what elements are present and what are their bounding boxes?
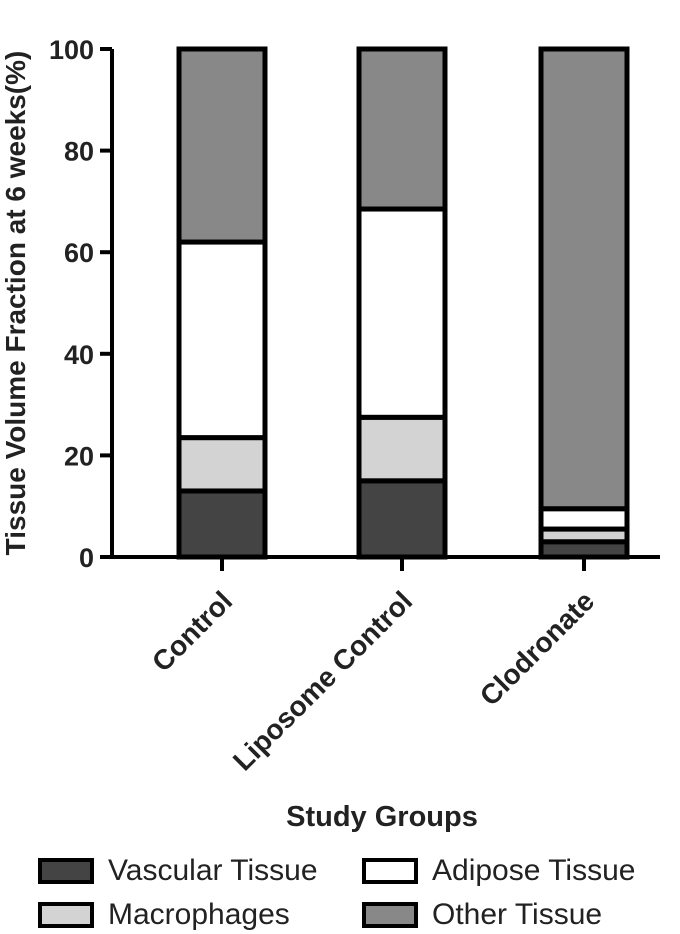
y-tick-label-40: 40 (64, 340, 94, 370)
y-tick-label-100: 100 (49, 35, 94, 65)
legend-swatch-vascular-tissue (38, 858, 94, 884)
legend-item-other-tissue: Other Tissue (362, 898, 602, 932)
bar-segment-control-other-tissue (176, 46, 268, 245)
legend-label-vascular-tissue: Vascular Tissue (108, 854, 318, 887)
y-tick-label-60: 60 (64, 238, 94, 268)
y-axis-label: Tissue Volume Fraction at 6 weeks(%) (0, 51, 31, 556)
bar-segment-control-macrophages (176, 435, 268, 494)
legend-label-adipose-tissue: Adipose Tissue (432, 854, 636, 887)
bar-segment-liposome-control-other-tissue (356, 46, 448, 212)
y-tick-label-20: 20 (64, 441, 94, 471)
x-tick-label-control: Control (146, 585, 238, 677)
bars-layer (176, 46, 630, 560)
legend-swatch-other-tissue (362, 902, 418, 928)
legend-item-vascular-tissue: Vascular Tissue (38, 854, 318, 888)
bar-segment-clodronate-adipose-tissue (538, 506, 630, 532)
bar-segment-clodronate-other-tissue (538, 46, 630, 512)
legend-label-other-tissue: Other Tissue (432, 898, 603, 931)
x-axis-label: Study Groups (286, 801, 478, 833)
y-tick-label-80: 80 (64, 137, 94, 167)
legend-item-adipose-tissue: Adipose Tissue (362, 854, 635, 888)
y-tick-label-0: 0 (79, 543, 94, 573)
bar-segment-control-vascular-tissue (176, 488, 268, 560)
x-tick-label-liposome-control: Liposome Control (227, 585, 418, 776)
legend-swatch-macrophages (38, 902, 94, 928)
bar-segment-liposome-control-adipose-tissue (356, 206, 448, 420)
bar-segment-liposome-control-vascular-tissue (356, 478, 448, 560)
bar-segment-control-adipose-tissue (176, 239, 268, 441)
x-tick-label-clodronate: Clodronate (474, 585, 600, 711)
legend-swatch-adipose-tissue (362, 858, 418, 884)
legend: Vascular Tissue Macrophages Adipose Tiss… (0, 840, 680, 934)
legend-item-macrophages: Macrophages (38, 898, 290, 932)
bar-segment-liposome-control-macrophages (356, 414, 448, 484)
legend-label-macrophages: Macrophages (108, 898, 290, 931)
